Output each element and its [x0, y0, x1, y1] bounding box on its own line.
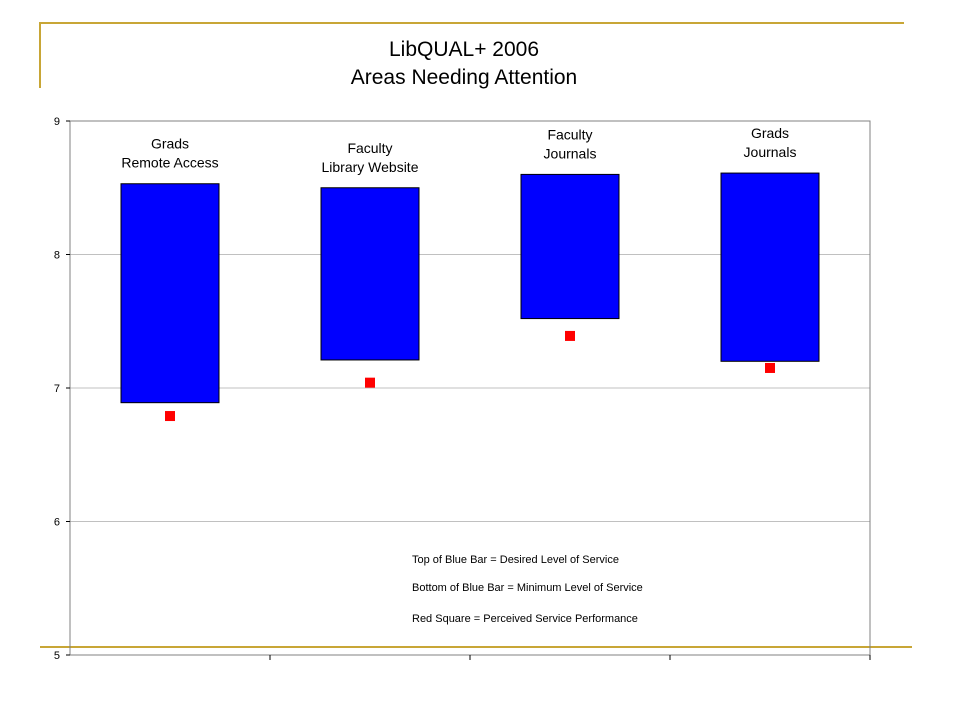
perceived-marker [565, 330, 575, 341]
perceived-marker [165, 411, 175, 422]
category-label-line1: Faculty [547, 126, 592, 142]
range-bar [120, 183, 220, 404]
y-tick-label: 7 [54, 383, 60, 395]
chart-subtitle: Areas Needing Attention [350, 66, 578, 89]
bottom-accent-line [40, 646, 912, 648]
category-label-line1: Grads [151, 136, 189, 152]
category-label-line1: Grads [751, 125, 789, 141]
perceived-marker [365, 377, 375, 388]
legend-note-minimum: Bottom of Blue Bar = Minimum Level of Se… [412, 582, 643, 594]
perceived-marker [765, 362, 775, 373]
category-label-line2: Journals [744, 144, 797, 160]
range-bar [520, 173, 620, 320]
range-bar [320, 187, 420, 361]
top-accent-line [40, 22, 904, 24]
y-tick-label: 8 [54, 250, 60, 262]
y-tick-label: 6 [54, 517, 60, 529]
y-tick-label: 5 [54, 650, 60, 662]
category-label-line2: Remote Access [121, 155, 218, 171]
chart-title: LibQUAL+ 2006 [388, 38, 540, 61]
category-label-line2: Library Website [321, 159, 418, 175]
legend-note-perceived: Red Square = Perceived Service Performan… [412, 613, 638, 625]
range-bar [720, 172, 820, 362]
y-tick-label: 9 [54, 116, 60, 128]
category-label-line2: Journals [544, 145, 597, 161]
legend-note-desired: Top of Blue Bar = Desired Level of Servi… [412, 554, 619, 566]
category-label-line1: Faculty [347, 140, 392, 156]
left-accent-line [39, 22, 41, 88]
